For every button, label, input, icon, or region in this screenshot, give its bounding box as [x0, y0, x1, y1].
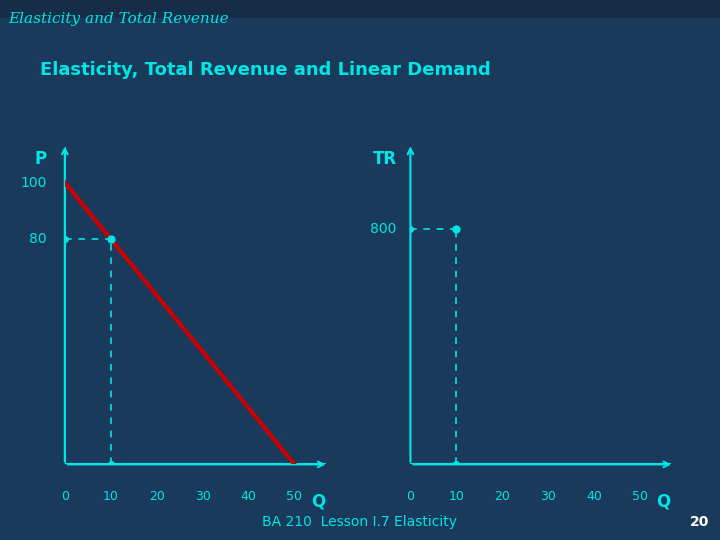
- Text: Q: Q: [657, 492, 670, 510]
- Text: Elasticity, Total Revenue and Linear Demand: Elasticity, Total Revenue and Linear Dem…: [40, 61, 490, 79]
- Text: 0: 0: [406, 490, 415, 503]
- Text: 20: 20: [149, 490, 165, 503]
- Text: Elasticity and Total Revenue: Elasticity and Total Revenue: [9, 12, 229, 26]
- Text: 20: 20: [495, 490, 510, 503]
- Text: 10: 10: [103, 490, 119, 503]
- Text: 50: 50: [632, 490, 648, 503]
- Text: 40: 40: [240, 490, 256, 503]
- Text: 100: 100: [20, 176, 46, 190]
- Text: TR: TR: [372, 150, 397, 168]
- Text: 40: 40: [586, 490, 602, 503]
- Text: 30: 30: [540, 490, 556, 503]
- Text: 20: 20: [690, 516, 708, 529]
- Bar: [0, 0, 720, 17]
- Text: 10: 10: [449, 490, 464, 503]
- Text: 80: 80: [29, 232, 46, 246]
- Text: Q: Q: [311, 492, 325, 511]
- Text: 30: 30: [194, 490, 210, 503]
- Text: P: P: [35, 150, 46, 168]
- Text: 800: 800: [370, 222, 397, 236]
- Text: 0: 0: [60, 490, 69, 503]
- Text: 50: 50: [287, 490, 302, 503]
- Text: BA 210  Lesson I.7 Elasticity: BA 210 Lesson I.7 Elasticity: [263, 516, 457, 529]
